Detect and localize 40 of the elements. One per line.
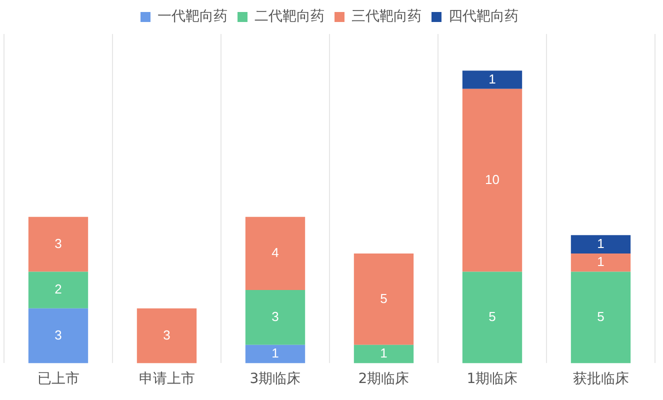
data-label: 10 (485, 172, 500, 187)
bar (570, 235, 631, 254)
bar (354, 344, 414, 364)
data-label: 5 (597, 309, 604, 324)
x-tick-label: 3期临床 (250, 371, 301, 388)
data-label: 2 (54, 282, 62, 297)
data-label: 1 (597, 254, 604, 270)
legend-label: 三代靶向药 (352, 8, 422, 25)
bar (28, 216, 88, 272)
bar (245, 344, 306, 364)
x-tick-label: 2期临床 (358, 371, 410, 388)
data-label: 3 (54, 236, 62, 251)
bar (570, 272, 631, 364)
data-label: 3 (163, 327, 170, 342)
bar (462, 88, 522, 272)
data-label: 1 (597, 236, 604, 251)
x-tick-label: 申请上市 (138, 371, 195, 388)
data-label: 5 (488, 309, 496, 324)
data-label: 1 (272, 346, 279, 361)
bar (462, 272, 522, 364)
bar (354, 253, 414, 345)
bar (136, 308, 197, 364)
legend-label: 二代靶向药 (254, 8, 324, 25)
bar (462, 70, 522, 89)
x-tick-label: 1期临床 (466, 371, 518, 388)
x-tick-label: 获批临床 (572, 371, 629, 388)
bar (245, 216, 306, 290)
x-tick-label: 已上市 (37, 371, 80, 388)
bar (245, 290, 306, 345)
data-label: 4 (272, 245, 279, 260)
bar (28, 308, 88, 364)
legend-label: 一代靶向药 (158, 8, 228, 25)
legend-label: 四代靶向药 (448, 8, 518, 25)
data-label: 3 (272, 309, 279, 324)
data-label: 1 (488, 71, 496, 86)
data-label: 5 (380, 290, 388, 306)
bar (28, 272, 88, 308)
data-label: 3 (54, 327, 62, 342)
data-label: 1 (380, 346, 388, 361)
bar (570, 253, 631, 272)
